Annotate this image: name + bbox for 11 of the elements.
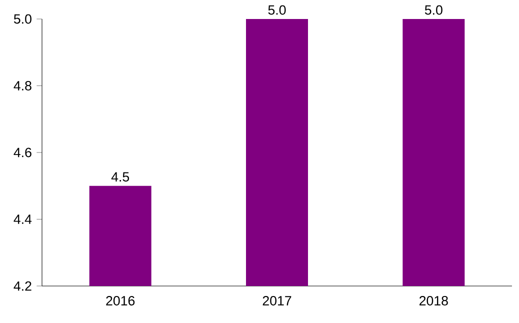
x-tick-label: 2017 xyxy=(262,296,292,306)
y-tick-label: 4.8 xyxy=(14,81,32,90)
x-tick-label: 2018 xyxy=(420,296,448,306)
data-label: 4.5 xyxy=(111,172,130,182)
y-tick-label: 4.6 xyxy=(14,148,32,158)
y-tick-label: 5.0 xyxy=(14,14,32,24)
data-label: 5.0 xyxy=(424,5,442,15)
y-tick-label: 4.2 xyxy=(14,281,32,291)
data-label: 5.0 xyxy=(268,5,286,15)
x-tick-label: 2016 xyxy=(106,296,135,306)
y-tick-label: 4.4 xyxy=(14,214,32,224)
